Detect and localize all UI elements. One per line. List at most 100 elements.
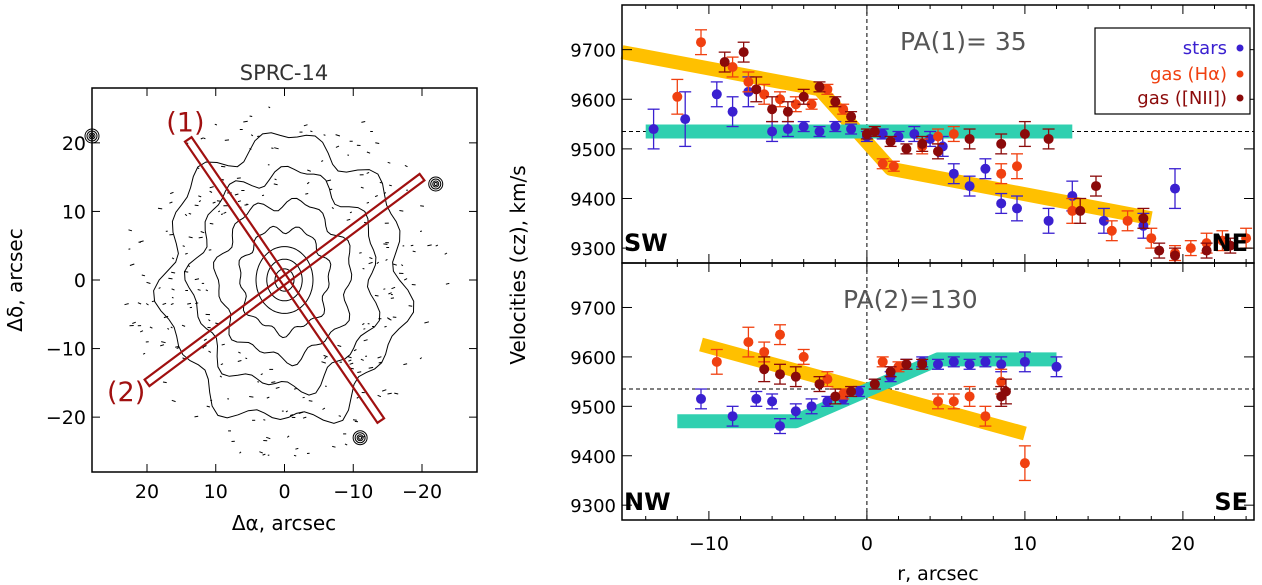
noise-contour [323, 354, 328, 358]
panel-label-pa2: PA(2)=130 [843, 285, 978, 314]
data-point [767, 126, 778, 137]
data-point [1043, 215, 1054, 226]
field-source [428, 176, 444, 192]
data-point [727, 411, 738, 422]
noise-contour [360, 186, 364, 189]
data-point [877, 356, 888, 367]
noise-contour [310, 130, 313, 133]
noise-contour [171, 288, 175, 291]
legend-marker-halpha [1236, 70, 1244, 78]
data-point [1012, 161, 1022, 172]
data-point [738, 47, 749, 58]
noise-contour [184, 271, 189, 273]
noise-contour [286, 435, 290, 438]
noise-contour [195, 302, 199, 304]
data-point [980, 411, 991, 422]
noise-contour [306, 181, 310, 185]
data-point [948, 396, 959, 407]
noise-contour [194, 204, 199, 207]
noise-contour [220, 213, 224, 215]
noise-contour [408, 305, 413, 307]
noise-contour [323, 134, 326, 136]
data-point [1051, 361, 1062, 372]
x-tick-label: −10 [689, 533, 729, 555]
noise-contour [141, 274, 146, 277]
data-point [798, 91, 809, 102]
data-point [1019, 458, 1030, 469]
isophote-contour [213, 197, 353, 367]
noise-contour [239, 451, 242, 454]
noise-contour [249, 396, 254, 398]
noise-contour [274, 178, 277, 181]
data-point [696, 37, 706, 48]
noise-contour [209, 222, 214, 225]
field-source [432, 180, 440, 188]
noise-contour [200, 137, 204, 140]
data-point [1019, 129, 1030, 139]
noise-contour [194, 415, 199, 418]
field-source [433, 182, 438, 186]
data-point [933, 131, 943, 142]
noise-contour [374, 294, 379, 297]
noise-contour [208, 319, 211, 322]
isophote-contours [84, 106, 450, 457]
map-xlabel: Δα, arcsec [232, 511, 336, 535]
noise-contour [410, 244, 414, 247]
slit-label-1: (1) [166, 107, 204, 138]
noise-contour [187, 302, 192, 305]
y-tick-label: 0 [74, 270, 86, 292]
noise-contour [399, 210, 404, 212]
noise-contour [322, 407, 326, 410]
noise-contour [149, 326, 153, 329]
noise-contour [263, 419, 266, 421]
noise-contour [182, 245, 185, 247]
noise-contour [349, 211, 353, 214]
noise-contour [188, 212, 192, 215]
noise-contour [295, 447, 299, 450]
noise-contour [363, 328, 366, 330]
noise-contour [181, 324, 186, 327]
noise-contour [392, 263, 397, 266]
noise-contour [194, 278, 200, 281]
data-point [711, 356, 722, 367]
data-point [1067, 205, 1078, 216]
noise-contour [170, 303, 174, 306]
x-tick-label: 0 [861, 533, 873, 555]
noise-contour [203, 338, 207, 341]
noise-contour [366, 201, 370, 204]
map-frame [91, 87, 478, 473]
noise-contour [368, 366, 374, 369]
map-axes: 20 10 0 −10 −20 20 10 0 −10 −20 [46, 88, 477, 503]
noise-contour [187, 265, 191, 268]
isophote-contour [153, 132, 415, 424]
panel-frame-pa2 [621, 262, 1255, 521]
slit-label-2: (2) [107, 377, 145, 408]
field-source [358, 435, 363, 440]
x-tick-label: −20 [402, 481, 442, 503]
noise-contour [188, 236, 193, 239]
noise-contour [185, 252, 188, 255]
data-point [1012, 203, 1022, 214]
data-point [909, 129, 920, 139]
noise-contour [302, 416, 307, 419]
data-point [917, 359, 928, 370]
data-point [1138, 213, 1149, 224]
data-point [869, 126, 880, 137]
data-point [775, 369, 785, 380]
noise-contour [132, 321, 136, 324]
y-tick-label: 9700 [570, 298, 616, 319]
noise-contour [262, 453, 266, 456]
noise-contour [158, 287, 161, 289]
data-point [743, 337, 754, 348]
data-point [980, 356, 991, 367]
map-title: SPRC-14 [240, 61, 329, 85]
data-point [830, 96, 841, 107]
data-point [846, 124, 857, 135]
data-point [1170, 183, 1180, 194]
noise-contour [308, 400, 313, 402]
noise-contour [236, 177, 241, 179]
data-point [846, 111, 857, 122]
noise-contour [349, 362, 354, 365]
data-point [759, 346, 770, 357]
velocity-ylabel: Velocities (cz), km/s [506, 165, 530, 364]
